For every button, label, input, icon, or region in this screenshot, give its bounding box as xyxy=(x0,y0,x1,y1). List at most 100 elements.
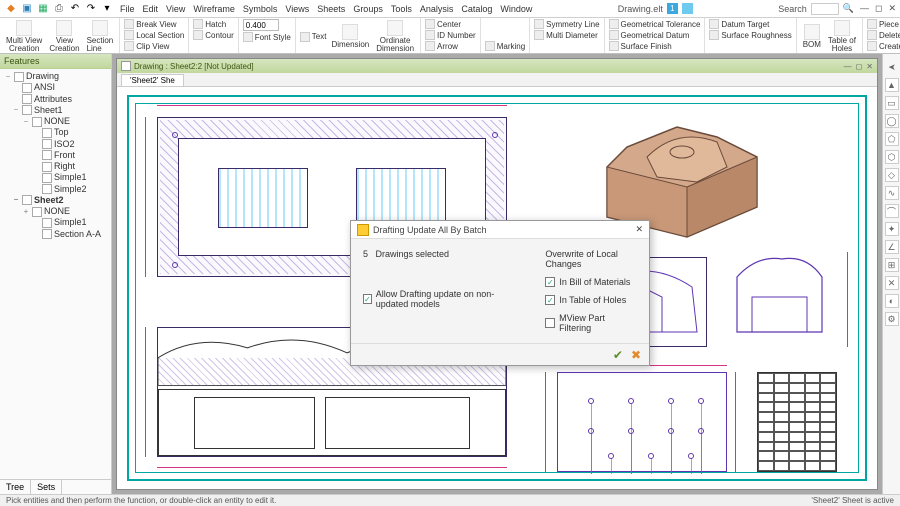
geom-tolerance-button[interactable]: Geometrical Tolerance xyxy=(609,19,701,29)
dialog-titlebar[interactable]: Drafting Update All By Batch ✕ xyxy=(351,221,649,239)
select-tool-icon[interactable]: ➤ xyxy=(885,60,899,74)
font-style-button[interactable]: Font Style xyxy=(243,32,291,42)
symmetry-line-button[interactable]: Symmetry Line xyxy=(534,19,599,29)
tree-item[interactable]: Attributes xyxy=(2,94,109,105)
menu-tools[interactable]: Tools xyxy=(391,4,412,14)
tool-icon[interactable]: ▲ xyxy=(885,78,899,92)
tree-item[interactable]: +NONE xyxy=(2,206,109,217)
id-number-button[interactable]: ID Number xyxy=(425,30,476,40)
tree-item[interactable]: Front xyxy=(2,150,109,161)
tool-icon[interactable]: ⬠ xyxy=(885,132,899,146)
section-line-button[interactable]: Section Line xyxy=(85,19,116,54)
ordinate-dimension-button[interactable]: Ordinate Dimension xyxy=(374,19,416,54)
font-size-input[interactable] xyxy=(243,19,279,31)
menu-symbols[interactable]: Symbols xyxy=(243,4,278,14)
tool-icon[interactable]: ⊞ xyxy=(885,258,899,272)
tool-icon[interactable]: ∿ xyxy=(885,186,899,200)
minimize-icon[interactable]: — xyxy=(860,3,869,14)
menu-views[interactable]: Views xyxy=(285,4,309,14)
tree-item[interactable]: Simple1 xyxy=(2,172,109,183)
view-creation-button[interactable]: View Creation xyxy=(47,19,81,54)
feature-tree[interactable]: −DrawingANSIAttributes−Sheet1−NONETopISO… xyxy=(0,69,111,479)
break-view-button[interactable]: Break View xyxy=(124,19,184,29)
sidebar-tab-sets[interactable]: Sets xyxy=(31,480,62,494)
hatch-button[interactable]: Hatch xyxy=(193,19,233,29)
datum-target-button[interactable]: Datum Target xyxy=(709,19,791,29)
tree-item[interactable]: Simple1 xyxy=(2,217,109,228)
center-button[interactable]: Center xyxy=(425,19,476,29)
sidebar-tab-tree[interactable]: Tree xyxy=(0,480,31,494)
tree-item[interactable]: −NONE xyxy=(2,116,109,127)
dialog-close-icon[interactable]: ✕ xyxy=(635,224,643,235)
menu-analysis[interactable]: Analysis xyxy=(420,4,454,14)
doc-min-icon[interactable]: — xyxy=(844,62,852,71)
local-section-button[interactable]: Local Section xyxy=(124,30,184,40)
multi-diameter-button[interactable]: Multi Diameter xyxy=(534,30,599,40)
dialog-cancel-icon[interactable]: ✖ xyxy=(631,348,641,362)
checkbox-bom[interactable]: ✓In Bill of Materials xyxy=(545,277,637,287)
mode-2-icon[interactable] xyxy=(682,3,693,14)
qat-print-icon[interactable]: ⎙ xyxy=(52,2,66,16)
menu-catalog[interactable]: Catalog xyxy=(461,4,492,14)
tree-item[interactable]: ANSI xyxy=(2,82,109,93)
checkbox-table-holes[interactable]: ✓In Table of Holes xyxy=(545,295,637,305)
marking-button[interactable]: Marking xyxy=(485,41,525,51)
surface-roughness-button[interactable]: Surface Roughness xyxy=(709,30,791,40)
menu-edit[interactable]: Edit xyxy=(143,4,159,14)
menu-groups[interactable]: Groups xyxy=(353,4,383,14)
surface-finish-button[interactable]: Surface Finish xyxy=(609,41,701,51)
tree-item[interactable]: Top xyxy=(2,127,109,138)
menu-window[interactable]: Window xyxy=(500,4,532,14)
doc-close-icon[interactable]: ✕ xyxy=(866,62,873,71)
dimension-button[interactable]: Dimension xyxy=(329,23,371,50)
menu-wireframe[interactable]: Wireframe xyxy=(193,4,235,14)
tool-icon[interactable]: ✦ xyxy=(885,222,899,236)
menu-sheets[interactable]: Sheets xyxy=(317,4,345,14)
clip-view-button[interactable]: Clip View xyxy=(124,41,184,51)
tool-icon[interactable]: ◯ xyxy=(885,114,899,128)
qat-open-icon[interactable]: ▦ xyxy=(36,2,50,16)
bom-button[interactable]: BOM xyxy=(801,23,823,50)
tool-icon[interactable]: ∠ xyxy=(885,240,899,254)
tree-item[interactable]: ISO2 xyxy=(2,139,109,150)
qat-home-icon[interactable]: ◆ xyxy=(4,2,18,16)
search-icon[interactable]: 🔍 xyxy=(843,3,854,14)
tree-item[interactable]: Right xyxy=(2,161,109,172)
tool-icon[interactable]: ⚙ xyxy=(885,312,899,326)
tree-item[interactable]: Section A-A xyxy=(2,229,109,240)
tool-icon[interactable]: ⌒ xyxy=(885,204,899,218)
doc-max-icon[interactable]: ◻ xyxy=(856,62,863,71)
checkbox-mview-filter[interactable]: MView Part Filtering xyxy=(545,313,637,333)
table-holes-button[interactable]: Table of Holes xyxy=(826,19,858,54)
dialog-ok-icon[interactable]: ✔ xyxy=(613,348,623,362)
tree-item[interactable]: Simple2 xyxy=(2,184,109,195)
qat-undo-icon[interactable]: ↶ xyxy=(68,2,82,16)
tool-icon[interactable]: ◇ xyxy=(885,168,899,182)
arrow-button[interactable]: Arrow xyxy=(425,41,476,51)
tool-icon[interactable]: ◐ xyxy=(885,294,899,308)
checkbox-allow-drafting[interactable]: ✓Allow Drafting update on non-updated mo… xyxy=(363,289,525,309)
tool-icon[interactable]: ✕ xyxy=(885,276,899,290)
search-input[interactable] xyxy=(811,3,839,15)
tree-item[interactable]: −Drawing xyxy=(2,71,109,82)
contour-button[interactable]: Contour xyxy=(193,30,233,40)
maximize-icon[interactable]: ◻ xyxy=(875,3,882,14)
menu-view[interactable]: View xyxy=(166,4,185,14)
delete-master-group-button[interactable]: Delete Master Group xyxy=(867,30,900,40)
tool-icon[interactable]: ▭ xyxy=(885,96,899,110)
qat-redo-icon[interactable]: ↷ xyxy=(84,2,98,16)
menu-file[interactable]: File xyxy=(120,4,135,14)
sheet-tab-active[interactable]: 'Sheet2' She xyxy=(121,74,184,86)
qat-more-icon[interactable]: ▾ xyxy=(100,2,114,16)
piece-group-button[interactable]: Piece Group xyxy=(867,19,900,29)
geom-datum-button[interactable]: Geometrical Datum xyxy=(609,30,701,40)
tool-icon[interactable]: ⬡ xyxy=(885,150,899,164)
multi-view-button[interactable]: Multi View Creation xyxy=(4,19,44,54)
close-icon[interactable]: ✕ xyxy=(888,3,896,14)
create-group-button[interactable]: Create Group xyxy=(867,41,900,51)
tree-item[interactable]: −Sheet1 xyxy=(2,105,109,116)
qat-save-icon[interactable]: ▣ xyxy=(20,2,34,16)
text-button[interactable]: Text xyxy=(300,32,327,42)
mode-1-icon[interactable]: 1 xyxy=(667,3,678,14)
tree-item[interactable]: −Sheet2 xyxy=(2,195,109,206)
